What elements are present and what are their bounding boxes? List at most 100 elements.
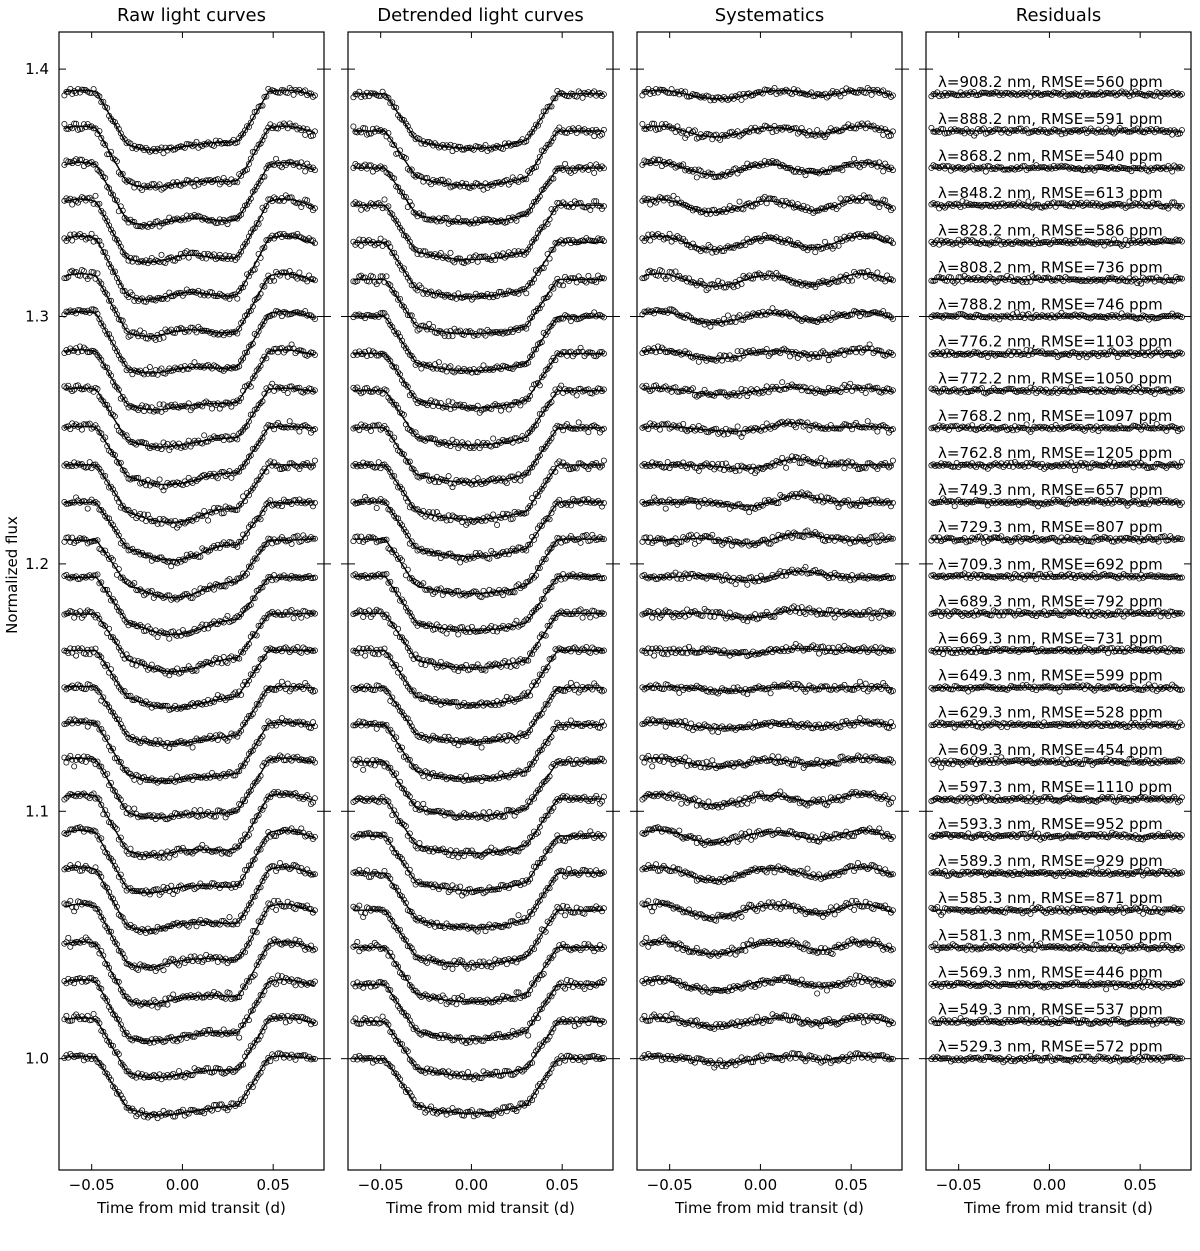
data-point xyxy=(533,1088,539,1095)
data-point xyxy=(304,1055,311,1062)
data-point xyxy=(658,1016,665,1023)
data-point xyxy=(678,800,685,807)
data-point xyxy=(944,1055,950,1062)
data-point xyxy=(123,1104,130,1111)
data-point xyxy=(172,1113,179,1120)
data-point xyxy=(366,1054,372,1061)
data-point xyxy=(238,1096,245,1103)
data-point xyxy=(249,1084,256,1090)
data-point xyxy=(814,1056,821,1063)
panel-frame xyxy=(58,31,325,1171)
data-point xyxy=(693,1055,700,1062)
data-point xyxy=(222,1069,229,1076)
data-point xyxy=(311,1056,318,1062)
data-point xyxy=(439,1107,446,1114)
data-point xyxy=(567,1016,574,1023)
data-point xyxy=(544,1071,551,1078)
data-point xyxy=(845,1058,852,1065)
data-point xyxy=(461,1074,468,1081)
data-point xyxy=(1173,1054,1180,1061)
data-point xyxy=(402,1088,409,1095)
data-point xyxy=(808,1053,815,1059)
data-point xyxy=(203,1106,210,1113)
data-point xyxy=(1128,1055,1135,1062)
data-point xyxy=(459,1070,466,1077)
data-point xyxy=(750,1059,757,1066)
data-point xyxy=(168,1072,175,1079)
data-point xyxy=(197,807,204,814)
data-point xyxy=(379,1055,386,1062)
data-point xyxy=(862,1012,869,1019)
data-point xyxy=(61,1016,68,1023)
data-point xyxy=(1097,1053,1104,1060)
data-point xyxy=(1151,1055,1158,1062)
data-point xyxy=(410,1096,417,1103)
data-point xyxy=(463,1074,470,1081)
data-point xyxy=(366,1020,372,1027)
data-point xyxy=(354,1056,361,1063)
data-point xyxy=(267,1058,274,1065)
data-point xyxy=(835,1020,842,1027)
series-raw xyxy=(61,788,318,861)
data-point xyxy=(538,1042,545,1049)
data-point xyxy=(65,934,72,941)
data-point xyxy=(290,1053,297,1060)
data-point xyxy=(1043,1054,1049,1061)
data-point xyxy=(127,1071,134,1078)
data-point xyxy=(814,990,821,997)
series-systematics xyxy=(639,972,896,997)
data-point xyxy=(296,1052,303,1059)
data-point xyxy=(1089,1056,1096,1063)
data-point xyxy=(973,1054,980,1061)
data-point xyxy=(984,1053,991,1060)
data-point xyxy=(971,1054,978,1061)
data-point xyxy=(486,809,493,816)
data-point xyxy=(1058,1055,1065,1062)
data-point xyxy=(653,1014,659,1021)
data-point xyxy=(579,1055,586,1062)
data-point xyxy=(742,947,749,954)
data-point xyxy=(566,1018,572,1025)
data-point xyxy=(255,1071,262,1078)
data-point xyxy=(748,1016,755,1023)
series-residuals xyxy=(928,1052,1185,1066)
data-point xyxy=(591,1052,598,1059)
data-point xyxy=(240,1061,247,1068)
data-point xyxy=(478,1075,485,1081)
data-point xyxy=(566,1052,572,1059)
data-point xyxy=(591,1017,598,1023)
data-point xyxy=(645,1051,652,1057)
data-point xyxy=(525,1032,532,1039)
series-systematics xyxy=(639,860,896,886)
series-systematics xyxy=(639,824,896,848)
data-point xyxy=(139,1071,146,1078)
panel-frame xyxy=(347,31,614,1171)
data-point xyxy=(713,917,720,924)
data-point xyxy=(721,1060,727,1067)
data-point xyxy=(994,1056,1001,1063)
data-point xyxy=(957,1015,964,1022)
series-detrended xyxy=(350,792,607,861)
data-point xyxy=(734,1057,741,1064)
series-detrended xyxy=(350,866,607,935)
data-point xyxy=(963,1017,970,1024)
data-point xyxy=(742,1057,749,1063)
data-point xyxy=(988,1054,995,1061)
data-point xyxy=(804,865,811,872)
data-point xyxy=(288,1051,295,1058)
data-point xyxy=(218,1101,225,1108)
data-point xyxy=(505,1068,512,1075)
data-point xyxy=(872,1052,879,1059)
y-tick-label: 1.2 xyxy=(25,555,49,573)
data-point xyxy=(369,1019,376,1026)
data-point xyxy=(304,1016,311,1023)
data-point xyxy=(356,1021,363,1027)
data-point xyxy=(1178,1055,1185,1062)
data-point xyxy=(975,1054,981,1061)
data-point xyxy=(564,1052,570,1059)
series-raw xyxy=(61,897,318,974)
data-point xyxy=(277,1050,283,1057)
data-point xyxy=(847,1051,854,1058)
data-point xyxy=(556,1017,563,1024)
data-point xyxy=(1081,1056,1088,1063)
